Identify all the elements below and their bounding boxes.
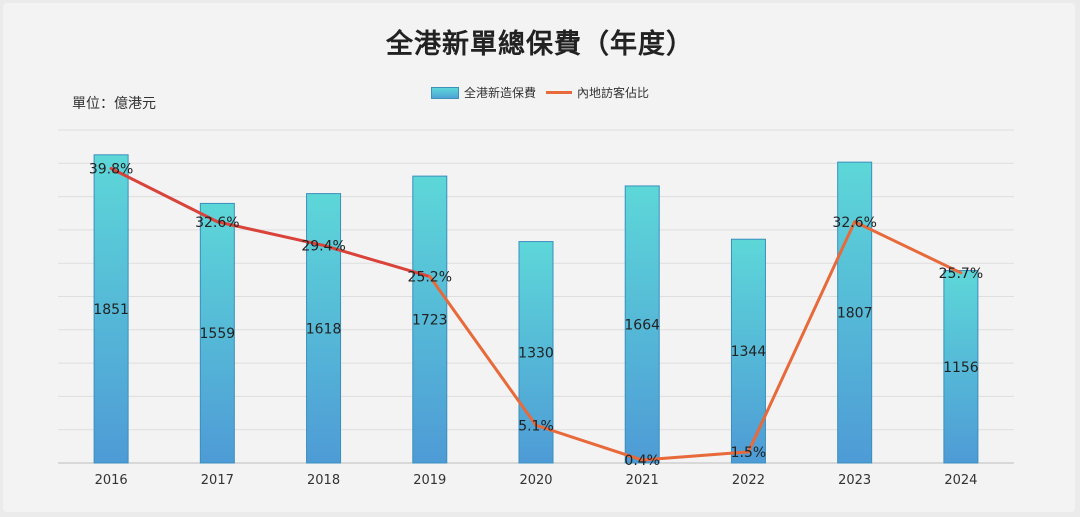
x-tick-label: 2018 xyxy=(307,473,340,488)
bar xyxy=(306,193,342,464)
line-segment xyxy=(640,450,750,462)
line-value-label: 32.6% xyxy=(195,215,239,231)
bar-value-label: 1618 xyxy=(306,321,342,337)
line-value-label: 29.4% xyxy=(301,238,345,254)
x-tick-label: 2022 xyxy=(732,473,765,488)
line-value-label: 25.2% xyxy=(408,270,452,286)
line-value-label: 25.7% xyxy=(939,266,983,282)
line-segment xyxy=(428,275,538,427)
x-tick-label: 2017 xyxy=(201,473,234,488)
bar xyxy=(624,185,660,464)
bar xyxy=(93,154,129,464)
legend-line-swatch xyxy=(546,91,572,94)
x-tick-label: 2024 xyxy=(944,473,977,488)
line-value-label: 39.8% xyxy=(89,161,133,177)
chart-title: 全港新單總保費（年度） xyxy=(386,29,694,60)
bar xyxy=(837,161,873,464)
legend-bar-swatch xyxy=(430,86,459,99)
line-segment xyxy=(853,220,963,275)
line-segment xyxy=(215,220,326,247)
bar xyxy=(412,175,448,464)
bar-value-label: 1807 xyxy=(837,306,873,322)
legend-item-visitor-share[interactable]: 內地訪客佔比 xyxy=(546,84,649,101)
line-segment xyxy=(746,220,857,454)
bar-value-label: 1330 xyxy=(518,345,554,361)
unit-label: 單位：億港元 xyxy=(72,96,156,112)
legend-bar-label: 全港新造保費 xyxy=(463,86,536,100)
bar-value-label: 1344 xyxy=(731,344,767,360)
bar-value-label: 1559 xyxy=(200,326,236,342)
line-value-label: 0.4% xyxy=(624,453,660,469)
line-segment xyxy=(534,423,644,462)
line-segment xyxy=(109,166,219,224)
bar xyxy=(199,202,235,464)
line-segment xyxy=(322,243,432,279)
bar xyxy=(943,270,979,464)
x-tick-label: 2021 xyxy=(626,473,659,488)
line-value-label: 32.6% xyxy=(832,215,876,231)
x-tick-label: 2019 xyxy=(413,473,446,488)
bar-value-label: 1156 xyxy=(943,360,979,376)
x-tick-label: 2020 xyxy=(519,473,552,488)
legend: 全港新造保費 內地訪客佔比 xyxy=(0,84,1080,101)
legend-line-label: 內地訪客佔比 xyxy=(577,86,650,100)
bar-value-label: 1851 xyxy=(93,302,129,318)
legend-item-premium[interactable]: 全港新造保費 xyxy=(430,84,536,101)
line-value-label: 1.5% xyxy=(731,445,767,461)
bar-value-label: 1723 xyxy=(412,313,448,329)
x-tick-label: 2023 xyxy=(838,473,871,488)
line-value-label: 5.1% xyxy=(518,418,554,434)
x-tick-label: 2016 xyxy=(95,473,128,488)
bar-value-label: 1664 xyxy=(624,317,660,333)
